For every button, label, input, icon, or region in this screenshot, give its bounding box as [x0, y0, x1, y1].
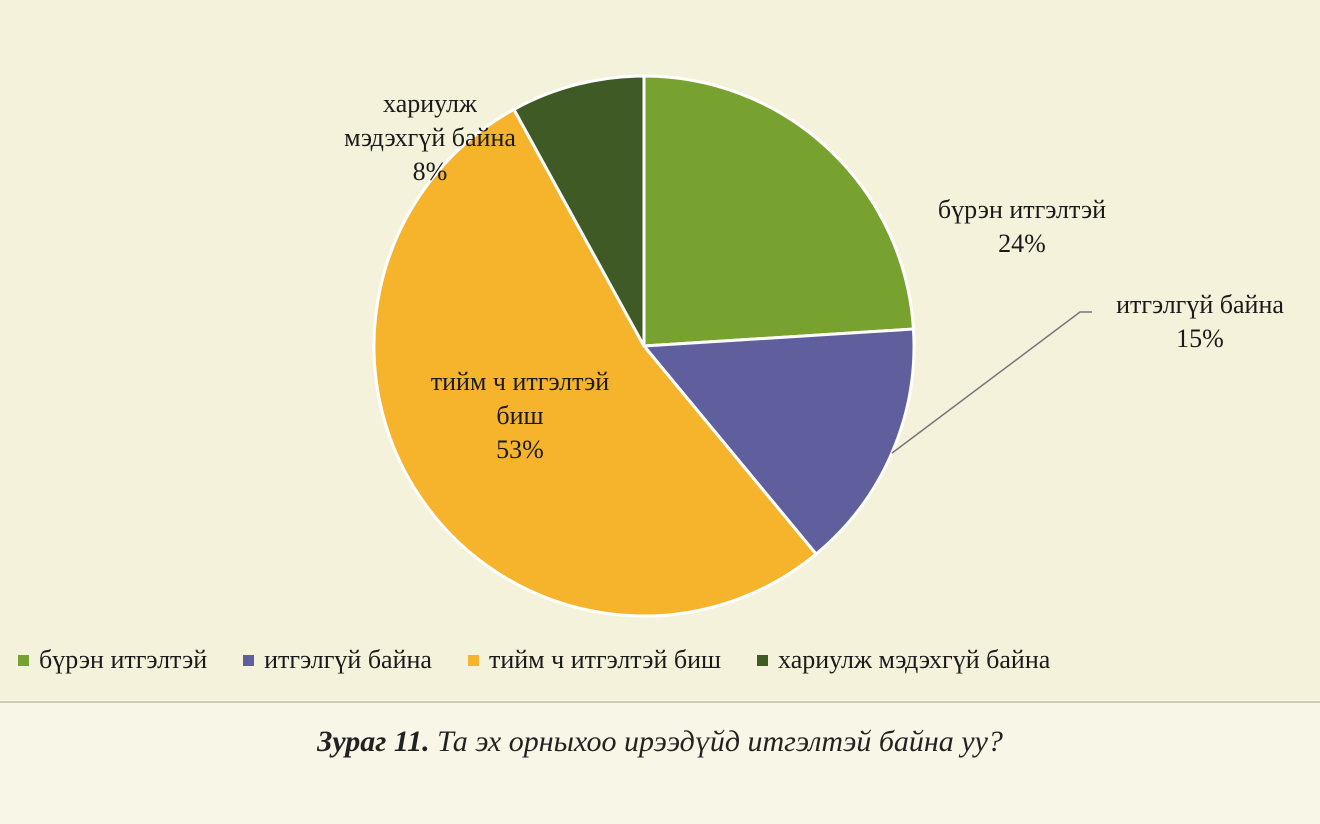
slice-label: итгэлгүй байна 15% [1116, 290, 1284, 353]
pie-chart: бүрэн итгэлтэй 24%итгэлгүй байна 15% тийм ч… [344, 74, 1284, 618]
slice-label: тийм ч итгэлтэй биш 53% [431, 367, 609, 464]
legend-item: итгэлгүй байна [243, 645, 432, 675]
legend-label: тийм ч итгэлтэй биш [488, 645, 722, 674]
legend-swatch [18, 654, 29, 666]
slice-label: бүрэн итгэлтэй 24% [938, 195, 1106, 258]
divider [0, 701, 1320, 703]
pie-slice [511, 74, 646, 347]
legend-swatch [243, 654, 255, 666]
legend-label: хариулж мэдэхгүй байна [778, 645, 1051, 674]
pie-slice [372, 107, 819, 618]
figure-caption-text: Та эх орныхоо ирээдүйд итгэлтэй байна уу… [437, 725, 1003, 758]
legend-swatch [757, 654, 769, 666]
legend-label: бүрэн итгэлтэй [39, 645, 208, 674]
chart-legend: бүрэн итгэлтэй итгэлгүй байна тийм ч итг… [18, 640, 1086, 680]
legend-item: хариулж мэдэхгүй байна [757, 645, 1050, 675]
legend-item: бүрэн итгэлтэй [18, 645, 207, 675]
legend-item: тийм ч итгэлтэй биш [467, 645, 722, 675]
figure-number: Зураг 11. [317, 725, 430, 758]
chart-area: бүрэн итгэлтэй 24% итгэлгүй байна 15% тийм ч… [18, 74, 1285, 680]
slice-label: хариулж мэдэхгүй байна 8% [344, 89, 516, 186]
figure-caption: Зураг 11. Та эх орныхоо ирээдүйд итгэлтэ… [0, 725, 1320, 759]
pie-slice [642, 74, 916, 348]
pie-slice [640, 327, 916, 557]
leader-line [891, 311, 1092, 454]
legend-label: итгэлгүй байна [264, 645, 432, 674]
legend-swatch [467, 654, 479, 666]
